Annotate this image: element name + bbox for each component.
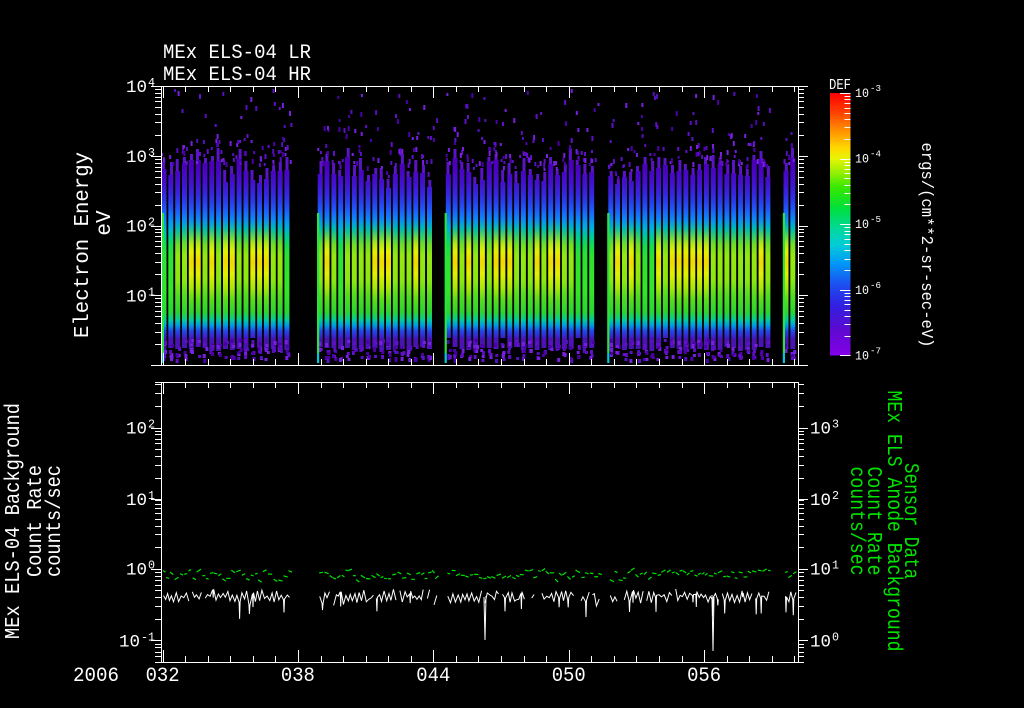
svg-text:10: 10 (126, 420, 147, 440)
svg-text:0: 0 (148, 559, 155, 573)
svg-text:032: 032 (146, 665, 180, 688)
svg-text:DEF: DEF (829, 77, 851, 94)
svg-text:0: 0 (832, 630, 839, 644)
svg-text:1: 1 (148, 285, 155, 299)
svg-text:038: 038 (281, 665, 315, 688)
svg-text:10: 10 (126, 491, 147, 511)
svg-text:2006: 2006 (73, 665, 119, 688)
svg-text:10: 10 (855, 284, 869, 298)
svg-text:-7: -7 (870, 345, 881, 356)
svg-text:10: 10 (810, 632, 831, 652)
svg-text:2: 2 (832, 489, 839, 503)
svg-text:Sensor Data: Sensor Data (898, 463, 922, 579)
svg-text:ergs/(cm**2-sr-sec-eV): ergs/(cm**2-sr-sec-eV) (917, 143, 936, 348)
svg-text:MEx ELS-04 LR: MEx ELS-04 LR (163, 42, 311, 65)
svg-text:3: 3 (148, 146, 155, 160)
svg-text:-1: -1 (141, 630, 155, 644)
svg-text:10: 10 (855, 87, 869, 101)
svg-text:counts/sec: counts/sec (44, 465, 67, 577)
svg-text:10: 10 (126, 218, 147, 238)
svg-text:-4: -4 (870, 149, 881, 160)
svg-text:MEx ELS Anode Background: MEx ELS Anode Background (881, 391, 905, 652)
svg-text:044: 044 (416, 665, 450, 688)
svg-text:050: 050 (552, 665, 586, 688)
svg-text:counts/sec: counts/sec (844, 467, 868, 576)
svg-text:MEx ELS-04 HR: MEx ELS-04 HR (163, 64, 311, 87)
svg-text:10: 10 (126, 78, 147, 98)
svg-text:056: 056 (687, 665, 721, 688)
svg-text:10: 10 (810, 420, 831, 440)
svg-text:4: 4 (148, 76, 155, 90)
svg-text:-3: -3 (870, 83, 881, 94)
svg-text:2: 2 (148, 418, 155, 432)
svg-text:10: 10 (119, 632, 140, 652)
svg-text:MEx ELS-04 Background: MEx ELS-04 Background (3, 403, 26, 639)
svg-text:1: 1 (832, 559, 839, 573)
svg-text:10: 10 (126, 287, 147, 307)
svg-text:10: 10 (126, 148, 147, 168)
svg-text:-6: -6 (870, 280, 881, 291)
svg-text:3: 3 (832, 418, 839, 432)
svg-text:10: 10 (126, 561, 147, 581)
svg-text:10: 10 (810, 561, 831, 581)
svg-text:1: 1 (148, 489, 155, 503)
svg-text:10: 10 (810, 491, 831, 511)
svg-text:Count Rate: Count Rate (25, 465, 48, 577)
svg-text:10: 10 (855, 218, 869, 232)
svg-text:10: 10 (855, 153, 869, 167)
svg-text:2: 2 (148, 216, 155, 230)
svg-text:-5: -5 (870, 214, 881, 225)
svg-text:10: 10 (855, 349, 869, 363)
svg-text:Count Rate: Count Rate (861, 467, 885, 576)
svg-text:eV: eV (94, 210, 117, 236)
svg-text:Electron Energy: Electron Energy (72, 152, 95, 338)
